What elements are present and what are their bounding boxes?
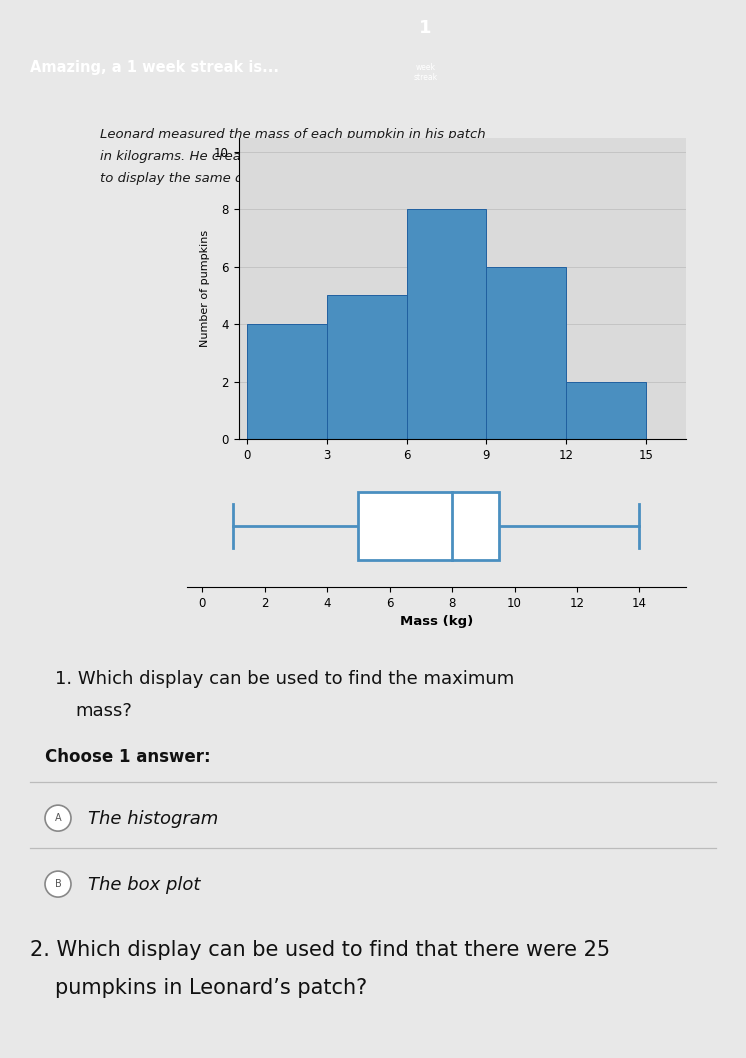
X-axis label: Mass (kg): Mass (kg) <box>426 468 499 480</box>
Text: The box plot: The box plot <box>88 876 201 894</box>
Text: mass?: mass? <box>75 703 132 720</box>
Circle shape <box>45 805 71 832</box>
Text: in kilograms. He created both a histogram and a box plot: in kilograms. He created both a histogra… <box>100 150 480 164</box>
Text: Leonard measured the mass of each pumpkin in his patch: Leonard measured the mass of each pumpki… <box>100 128 486 142</box>
Bar <box>247 324 327 439</box>
Text: B: B <box>54 879 61 889</box>
Bar <box>566 382 646 439</box>
Bar <box>486 267 566 439</box>
Text: 1. Which display can be used to find the maximum: 1. Which display can be used to find the… <box>55 670 514 688</box>
Bar <box>327 295 407 439</box>
Text: pumpkins in Leonard’s patch?: pumpkins in Leonard’s patch? <box>55 978 367 998</box>
Text: 2. Which display can be used to find that there were 25: 2. Which display can be used to find tha… <box>30 941 610 960</box>
Bar <box>358 492 499 561</box>
Text: week
streak: week streak <box>413 62 437 83</box>
Text: to display the same data:: to display the same data: <box>100 172 269 185</box>
X-axis label: Mass (kg): Mass (kg) <box>400 616 473 628</box>
Bar <box>407 209 486 439</box>
Text: Amazing, a 1 week streak is...: Amazing, a 1 week streak is... <box>30 60 279 75</box>
Text: Choose 1 answer:: Choose 1 answer: <box>45 748 210 766</box>
Circle shape <box>45 871 71 897</box>
Y-axis label: Number of pumpkins: Number of pumpkins <box>200 230 210 347</box>
Text: 1: 1 <box>419 19 431 37</box>
Text: The histogram: The histogram <box>88 810 219 828</box>
Text: A: A <box>54 814 61 823</box>
